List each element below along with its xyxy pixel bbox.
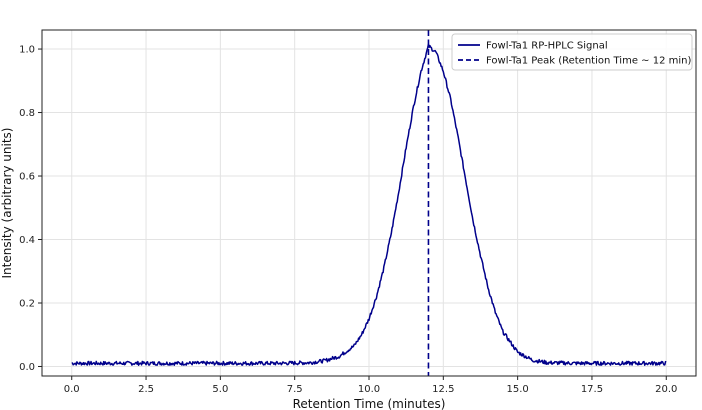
x-tick-label: 12.5	[432, 384, 454, 395]
legend-box	[451, 33, 693, 71]
x-tick-label: 5.0	[212, 384, 228, 395]
y-tick-label: 0.6	[19, 172, 35, 183]
y-tick-label: 0.2	[19, 298, 35, 309]
legend-label-signal: Fowl-Ta1 RP-HPLC Signal	[486, 41, 608, 52]
plot-area	[71, 30, 667, 376]
x-tick-label: 15.0	[507, 384, 529, 395]
y-axis-label: Intensity (arbitrary units)	[0, 128, 14, 279]
x-tick-label: 0.0	[64, 384, 80, 395]
grid	[42, 30, 696, 376]
x-axis-ticks: 0.0 2.5 5.0 7.5 10.0 12.5 15.0 17.5 20.0	[64, 376, 677, 395]
series-signal-line	[71, 43, 667, 366]
y-tick-label: 0.8	[19, 108, 35, 119]
y-axis-ticks: 0.0 0.2 0.4 0.6 0.8 1.0	[19, 45, 42, 373]
x-tick-label: 10.0	[358, 384, 380, 395]
x-tick-label: 17.5	[581, 384, 603, 395]
x-tick-label: 20.0	[655, 384, 677, 395]
legend: Fowl-Ta1 RP-HPLC Signal Fowl-Ta1 Peak (R…	[451, 33, 693, 71]
y-tick-label: 1.0	[19, 45, 35, 56]
y-tick-label: 0.0	[19, 362, 35, 373]
x-tick-label: 2.5	[138, 384, 154, 395]
x-axis-label: Retention Time (minutes)	[293, 397, 446, 410]
x-tick-label: 7.5	[287, 384, 303, 395]
legend-label-peak: Fowl-Ta1 Peak (Retention Time ~ 12 min)	[486, 56, 691, 67]
y-tick-label: 0.4	[19, 235, 35, 246]
